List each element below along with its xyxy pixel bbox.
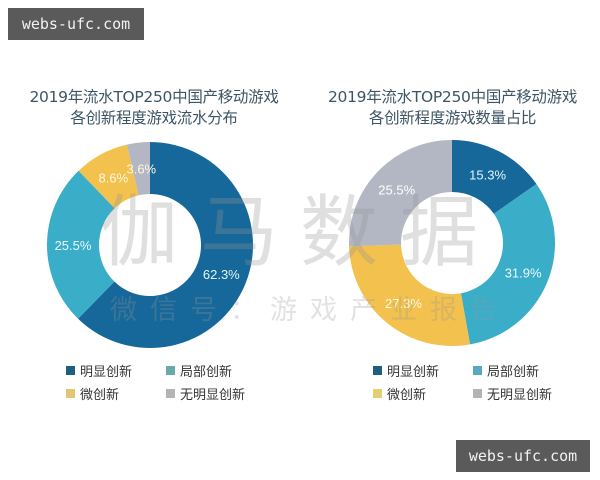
chart-title-count: 2019年流水TOP250中国产移动游戏 各创新程度游戏数量占比: [305, 87, 600, 129]
slice-label-local: 25.5%: [55, 238, 92, 253]
legend-swatch-minor: [373, 388, 382, 398]
donut-slice-minor: [349, 244, 471, 346]
chart-title-line1: 2019年流水TOP250中国产移动游戏: [29, 88, 279, 106]
legend-label: 无明显创新: [487, 387, 553, 403]
donut-slice-major: [78, 142, 253, 348]
donut-chart-revenue: 62.3% 25.5% 8.6%3.6%: [47, 142, 253, 348]
slice-label-minor: 8.6%: [99, 170, 129, 185]
legend-swatch-local: [166, 365, 175, 375]
legend-label: 无明显创新: [180, 387, 246, 403]
donut-slice-local: [460, 184, 555, 345]
legend-item-minor: 微创新: [373, 384, 473, 403]
legend-swatch-local: [473, 365, 482, 375]
donut-slice-major: [452, 140, 537, 214]
donut-chart-count: 15.3% 31.9% 27.3% 25.5%: [349, 140, 555, 346]
legend-label: 明显创新: [387, 364, 440, 380]
legend-swatch-minor: [66, 388, 75, 398]
legend-revenue: 明显创新 局部创新 微创新 无明显创新: [66, 361, 266, 403]
slice-label-none: 25.5%: [378, 182, 415, 197]
chart-title-line1: 2019年流水TOP250中国产移动游戏: [327, 88, 578, 106]
legend-label: 明显创新: [80, 364, 133, 380]
slice-label-major: 15.3%: [469, 168, 506, 183]
legend-count: 明显创新 局部创新 微创新 无明显创新: [373, 361, 573, 403]
legend-label: 局部创新: [487, 364, 540, 380]
donut-slice-local: [47, 170, 115, 319]
donut-slice-none: [126, 142, 150, 196]
chart-title-line2: 各创新程度游戏数量占比: [368, 109, 537, 127]
legend-item-none: 无明显创新: [473, 384, 573, 403]
legend-item-local: 局部创新: [166, 361, 266, 380]
slice-label-major: 62.3%: [203, 267, 240, 282]
donut-slice-minor: [78, 144, 139, 209]
legend-swatch-major: [373, 365, 382, 375]
donut-slice-none: [349, 140, 452, 247]
legend-label: 微创新: [387, 387, 427, 403]
legend-swatch-none: [473, 388, 482, 398]
slice-label-none: 3.6%: [126, 161, 156, 176]
watermark-badge-top: webs-ufc.com: [8, 8, 144, 40]
legend-item-none: 无明显创新: [166, 384, 266, 403]
legend-item-local: 局部创新: [473, 361, 573, 380]
legend-item-major: 明显创新: [66, 361, 166, 380]
chart-title-revenue: 2019年流水TOP250中国产移动游戏 各创新程度游戏流水分布: [20, 87, 288, 129]
legend-item-major: 明显创新: [373, 361, 473, 380]
legend-label: 微创新: [80, 387, 120, 403]
watermark-badge-bottom: webs-ufc.com: [456, 440, 590, 472]
legend-label: 局部创新: [180, 364, 233, 380]
legend-swatch-none: [166, 388, 175, 398]
chart-title-line2: 各创新程度游戏流水分布: [70, 109, 238, 127]
slice-label-minor: 27.3%: [385, 296, 422, 311]
legend-swatch-major: [66, 365, 75, 375]
legend-item-minor: 微创新: [66, 384, 166, 403]
slice-label-local: 31.9%: [505, 265, 542, 280]
